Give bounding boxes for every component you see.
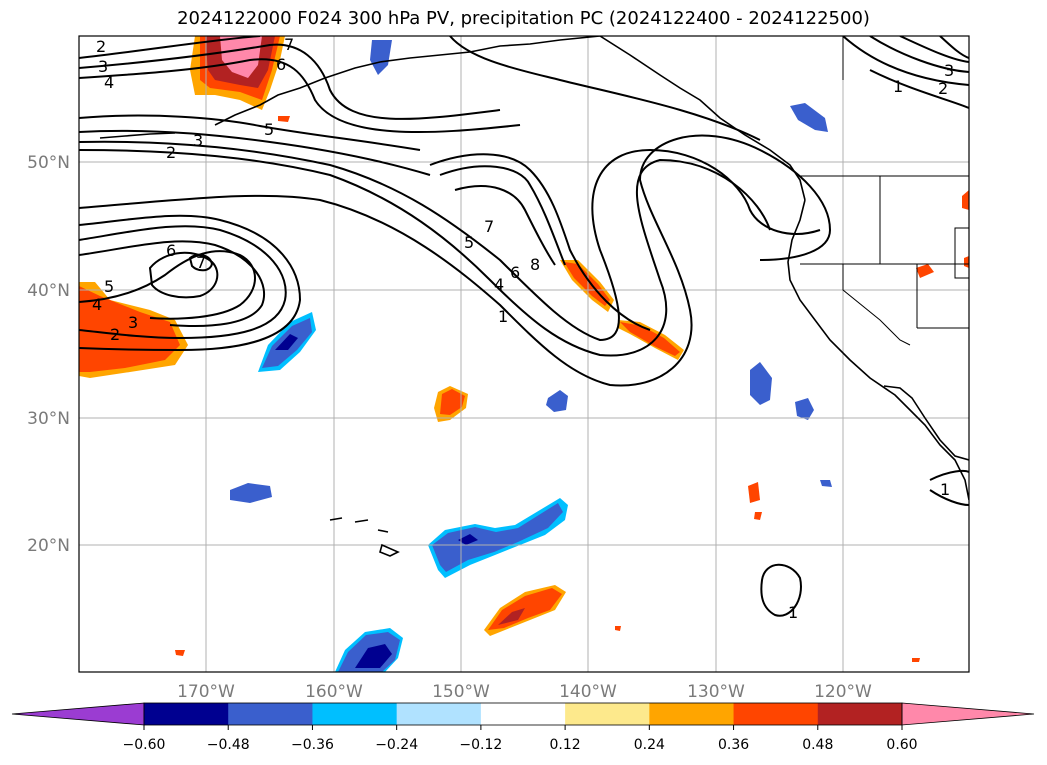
colorbar-tick-label: −0.12 (459, 737, 502, 753)
contour-label: 1 (893, 77, 903, 96)
colorbar-segment (817, 703, 903, 725)
colorbar-extend-high (901, 702, 1035, 726)
contour-label: 1 (940, 480, 950, 499)
contour-label: 5 (104, 277, 114, 296)
contour-label: 3 (944, 61, 954, 80)
colorbar-tick-label: 0.36 (718, 737, 749, 753)
lon-label: 130°W (687, 682, 745, 702)
grid-lines (79, 36, 969, 672)
contour-label: 4 (104, 73, 114, 92)
colorbar: −0.60 −0.48 −0.36 −0.24 −0.12 0.12 0.24 0.36 0.4… (11, 702, 1035, 753)
contour-label: 2 (96, 37, 106, 56)
lon-label: 150°W (432, 682, 490, 702)
contour-label: 7 (196, 253, 206, 272)
contour-label: 7 (484, 217, 494, 236)
contour-label: 3 (128, 313, 138, 332)
lat-label: 30°N (27, 409, 70, 429)
lat-label: 40°N (27, 281, 70, 301)
colorbar-tick-label: 0.24 (634, 737, 665, 753)
colorbar-segment (396, 703, 482, 725)
precip-layer (79, 36, 969, 672)
coastlines (99, 36, 969, 557)
contour-label: 4 (92, 295, 102, 314)
colorbar-segment (480, 703, 566, 725)
contour-label: 8 (530, 255, 540, 274)
colorbar-segment (565, 703, 650, 725)
pv-contours (79, 36, 969, 617)
lon-label: 160°W (305, 682, 363, 702)
colorbar-outline (143, 702, 903, 726)
colorbar-tick-label: −0.24 (375, 737, 418, 753)
lon-label: 120°W (814, 682, 872, 702)
contour-label: 3 (98, 57, 108, 76)
lon-label: 170°W (177, 682, 235, 702)
contour-label: 6 (276, 55, 286, 74)
contour-label: 1 (788, 603, 798, 622)
lat-labels: 50°N 40°N 30°N 20°N (27, 153, 70, 556)
borders (800, 36, 969, 346)
colorbar-tick-label: 0.48 (802, 737, 833, 753)
map-frame (78, 35, 970, 673)
lon-labels: 170°W 160°W 150°W 140°W 130°W 120°W (177, 682, 872, 702)
contour-label: 4 (494, 275, 504, 294)
colorbar-segment (733, 703, 819, 725)
contour-label: 7 (284, 35, 294, 54)
contour-label: 3 (193, 131, 203, 150)
colorbar-segment (649, 703, 735, 725)
colorbar-extend-low (11, 702, 145, 726)
contour-label: 5 (464, 233, 474, 252)
colorbar-tick-label: 0.60 (886, 737, 917, 753)
contour-label: 1 (498, 307, 508, 326)
colorbar-segment (144, 703, 229, 725)
map-title: 2024122000 F024 300 hPa PV, precipitatio… (177, 8, 870, 29)
colorbar-segment (312, 703, 398, 725)
lat-label: 50°N (27, 153, 70, 173)
colorbar-segment (228, 703, 313, 725)
colorbar-tick-label: −0.60 (123, 737, 166, 753)
lat-label: 20°N (27, 536, 70, 556)
contour-label: 2 (110, 325, 120, 344)
contour-label: 2 (938, 79, 948, 98)
colorbar-tick-label: −0.36 (291, 737, 334, 753)
contour-label: 6 (166, 241, 176, 260)
contour-label: 5 (264, 120, 274, 139)
contour-label: 2 (166, 143, 176, 162)
colorbar-tick-label: 0.12 (550, 737, 581, 753)
lon-label: 140°W (559, 682, 617, 702)
contour-label: 6 (510, 263, 520, 282)
contour-labels: 2 3 4 5 3 2 6 7 5 4 3 2 7 5 8 6 4 1 1 2 … (92, 35, 954, 622)
colorbar-tick-label: −0.48 (207, 737, 250, 753)
